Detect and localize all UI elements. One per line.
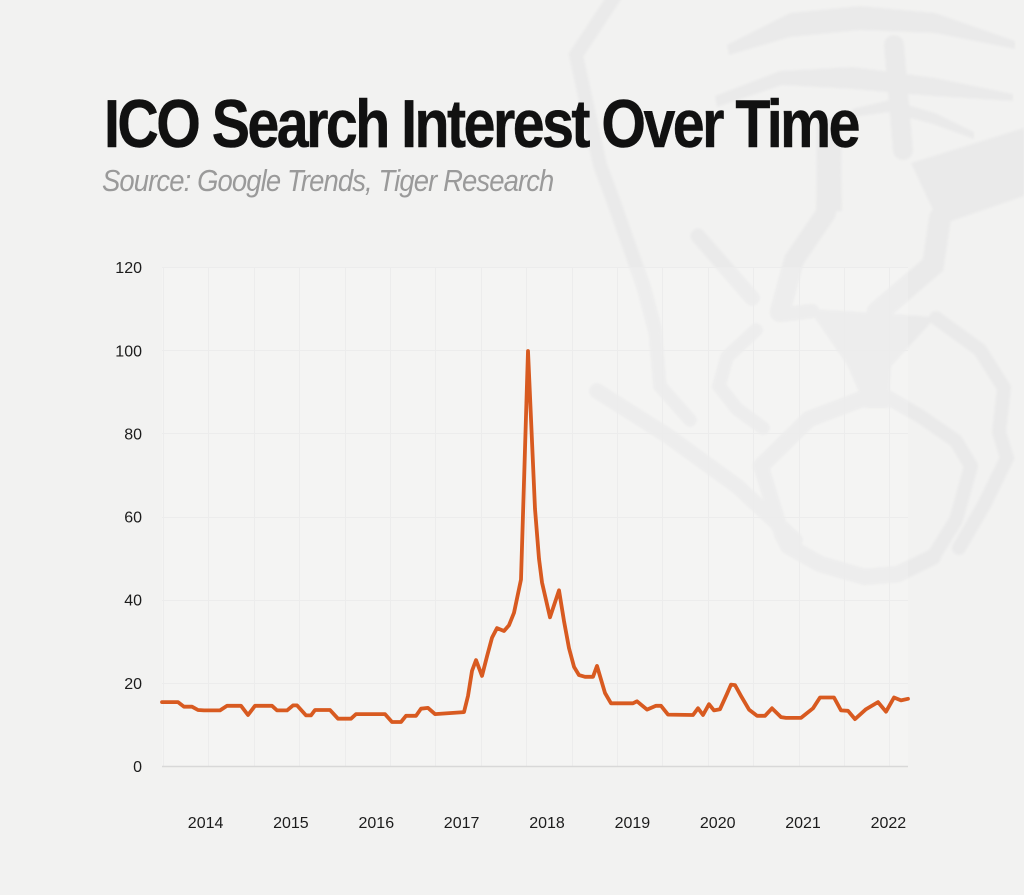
- svg-text:80: 80: [124, 427, 142, 444]
- svg-text:40: 40: [124, 593, 142, 610]
- svg-text:2022: 2022: [871, 815, 907, 832]
- svg-text:2018: 2018: [529, 815, 565, 832]
- svg-text:100: 100: [115, 343, 142, 360]
- svg-text:2021: 2021: [785, 815, 821, 832]
- svg-text:60: 60: [124, 510, 142, 527]
- svg-text:2015: 2015: [273, 815, 309, 832]
- svg-text:2014: 2014: [188, 815, 224, 832]
- svg-text:2017: 2017: [444, 815, 480, 832]
- svg-text:0: 0: [133, 759, 142, 776]
- svg-text:2020: 2020: [700, 815, 736, 832]
- svg-text:2019: 2019: [615, 815, 651, 832]
- svg-text:120: 120: [115, 260, 142, 277]
- svg-text:2016: 2016: [359, 815, 395, 832]
- svg-text:20: 20: [124, 676, 142, 693]
